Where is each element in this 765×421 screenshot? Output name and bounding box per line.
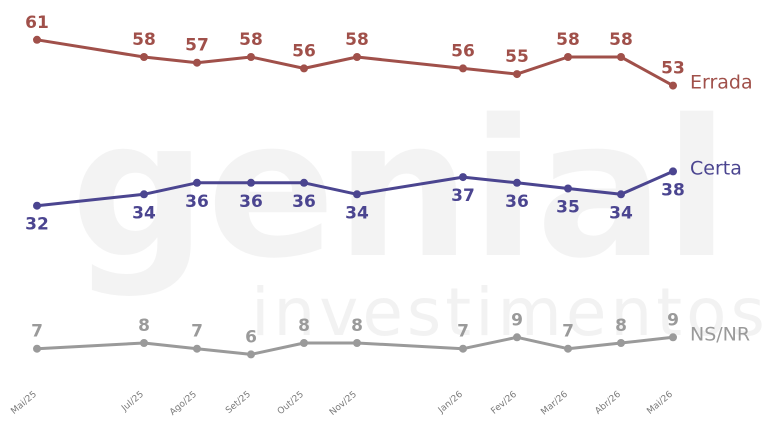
data-label-certa-5: 34 [345,203,369,223]
point-certa-7 [513,178,521,187]
x-tick-label-9: Abr/26 [593,389,623,416]
data-label-ns-nr-8: 7 [562,322,574,342]
data-label-certa-7: 36 [505,192,529,212]
data-label-certa-8: 35 [556,198,580,218]
point-errada-5 [353,53,361,61]
point-ns-nr-0 [33,344,41,353]
data-label-certa-0: 32 [25,215,49,235]
series-label-certa: Certa [690,157,742,179]
data-label-errada-9: 58 [609,30,633,50]
point-certa-2 [193,178,201,187]
point-errada-2 [193,58,201,67]
point-certa-5 [353,190,361,199]
point-errada-1 [140,53,148,61]
x-tick-label-2: Ago/25 [168,390,199,418]
x-tick-label-3: Set/25 [224,390,253,416]
x-tick-label-4: Out/25 [276,390,306,417]
data-label-certa-1: 34 [132,203,156,223]
point-errada-10 [669,81,677,90]
point-ns-nr-1 [140,339,148,347]
point-certa-0 [33,201,41,210]
data-label-errada-6: 56 [451,41,475,61]
point-certa-3 [247,178,255,187]
point-ns-nr-10 [669,333,677,342]
data-label-errada-10: 53 [661,59,685,79]
series-label-errada: Errada [690,72,753,94]
point-errada-7 [513,70,521,79]
data-label-errada-3: 58 [239,30,263,50]
point-errada-0 [33,35,41,44]
point-certa-10 [669,167,677,176]
point-ns-nr-5 [353,339,361,347]
data-label-errada-2: 57 [185,36,209,56]
data-label-certa-9: 34 [609,203,633,223]
data-label-ns-nr-9: 8 [615,316,627,336]
x-tick-label-0: Mai/25 [9,390,39,417]
point-errada-3 [247,53,255,61]
x-tick-label-8: Mar/26 [539,389,570,417]
data-label-ns-nr-5: 8 [351,316,363,336]
data-label-errada-4: 56 [292,41,316,61]
data-label-errada-7: 55 [505,47,529,67]
point-ns-nr-2 [193,344,201,353]
point-errada-4 [300,64,308,73]
data-label-certa-3: 36 [239,192,263,212]
series-ns-nr: 7 8 7 6 8 8 7 9 7 8 9 NS/NR [31,310,750,359]
x-tick-label-5: Nov/25 [328,390,359,418]
point-ns-nr-4 [300,339,308,347]
point-certa-4 [300,178,308,187]
x-tick-label-6: Jan/26 [436,389,465,416]
series-label-ns-nr: NS/NR [690,323,750,345]
point-errada-9 [617,53,625,61]
x-tick-label-1: Jul/25 [119,390,146,415]
point-errada-6 [459,64,467,73]
data-label-ns-nr-0: 7 [31,322,43,342]
data-label-errada-0: 61 [25,13,49,33]
data-label-certa-4: 36 [292,192,316,212]
point-certa-1 [140,190,148,199]
point-ns-nr-9 [617,339,625,347]
data-label-errada-8: 58 [556,30,580,50]
data-label-ns-nr-3: 6 [245,327,257,347]
point-certa-9 [617,190,625,199]
point-ns-nr-7 [513,333,521,342]
data-label-errada-5: 58 [345,30,369,50]
point-ns-nr-8 [564,344,572,353]
x-tick-label-7: Fev/26 [489,389,519,416]
data-label-certa-2: 36 [185,192,209,212]
x-tick-label-10: Mai/26 [645,389,675,416]
point-certa-8 [564,184,572,193]
data-label-ns-nr-7: 9 [511,310,523,330]
data-label-ns-nr-2: 7 [191,322,203,342]
data-label-errada-1: 58 [132,30,156,50]
point-ns-nr-3 [247,350,255,359]
point-certa-6 [459,173,467,182]
data-label-certa-10: 38 [661,180,685,200]
data-label-certa-6: 37 [451,186,475,206]
data-label-ns-nr-10: 9 [667,310,679,330]
data-label-ns-nr-6: 7 [457,322,469,342]
data-label-ns-nr-4: 8 [298,316,310,336]
data-label-ns-nr-1: 8 [138,316,150,336]
point-ns-nr-6 [459,344,467,353]
point-errada-8 [564,53,572,61]
